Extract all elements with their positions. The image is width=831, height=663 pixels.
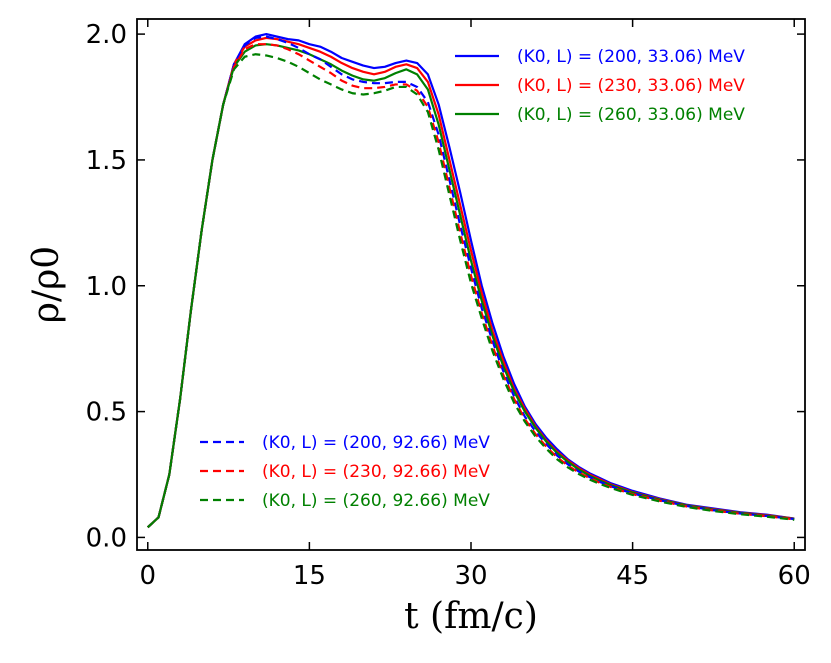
legend-label-K0_230_L_92.66: (K0, L) = (230, 92.66) MeV	[262, 462, 490, 482]
series-layer	[147, 32, 795, 529]
x-axis-label: t (fm/c)	[404, 596, 538, 637]
legend-label-K0_200_L_33.06: (K0, L) = (200, 33.06) MeV	[517, 47, 745, 67]
legend-label-K0_260_L_92.66: (K0, L) = (260, 92.66) MeV	[262, 491, 490, 511]
y-tick-label: 1.5	[86, 146, 127, 176]
x-tick-label: 0	[140, 561, 157, 591]
y-tick-label: 0.5	[86, 398, 127, 428]
series-line-K0_200_L_92.66	[147, 35, 795, 529]
legend-label-K0_200_L_92.66: (K0, L) = (200, 92.66) MeV	[262, 433, 490, 453]
y-tick-label: 0.0	[86, 523, 127, 553]
x-tick-label: 15	[293, 561, 326, 591]
legend-label-K0_260_L_33.06: (K0, L) = (260, 33.06) MeV	[517, 105, 745, 125]
y-tick-label: 2.0	[86, 20, 127, 50]
series-line-K0_260_L_92.66	[147, 53, 795, 529]
axis-ticks: 0 15 30 45 60 0.0 0.5 1.0 1.5 2.0	[86, 19, 811, 591]
y-tick-label: 1.0	[86, 272, 127, 302]
y-axis-label: ρ/ρ0	[26, 246, 67, 323]
x-tick-label: 30	[454, 561, 487, 591]
legend-label-K0_230_L_33.06: (K0, L) = (230, 33.06) MeV	[517, 76, 745, 96]
legend-top-right: (K0, L) = (200, 33.06) MeV (K0, L) = (230…	[455, 47, 745, 125]
x-tick-label: 45	[616, 561, 649, 591]
x-tick-label: 60	[778, 561, 811, 591]
legend-bottom-left: (K0, L) = (200, 92.66) MeV (K0, L) = (230…	[200, 433, 490, 511]
legends: (K0, L) = (200, 33.06) MeV (K0, L) = (230…	[200, 47, 745, 511]
